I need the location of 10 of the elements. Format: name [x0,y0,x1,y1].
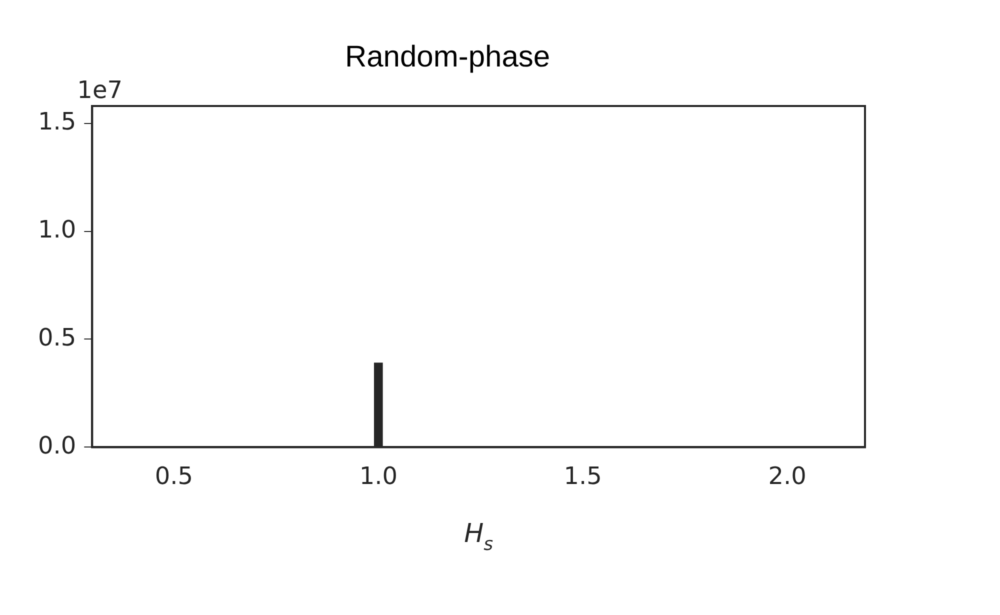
x-tick-label: 2.0 [768,462,806,490]
y-tick-label: 1.0 [38,215,76,244]
y-tick-label: 0.0 [38,431,76,460]
x-tick-label: 1.5 [564,462,602,490]
y-tick-label: 1.5 [38,108,76,136]
chart-title: Random-phase [344,40,550,74]
x-tick-label: 0.5 [154,462,194,490]
y-tick-label: 0.5 [38,323,76,352]
x-tick-label: 1.0 [359,462,398,490]
text: 1e7 [77,76,122,104]
